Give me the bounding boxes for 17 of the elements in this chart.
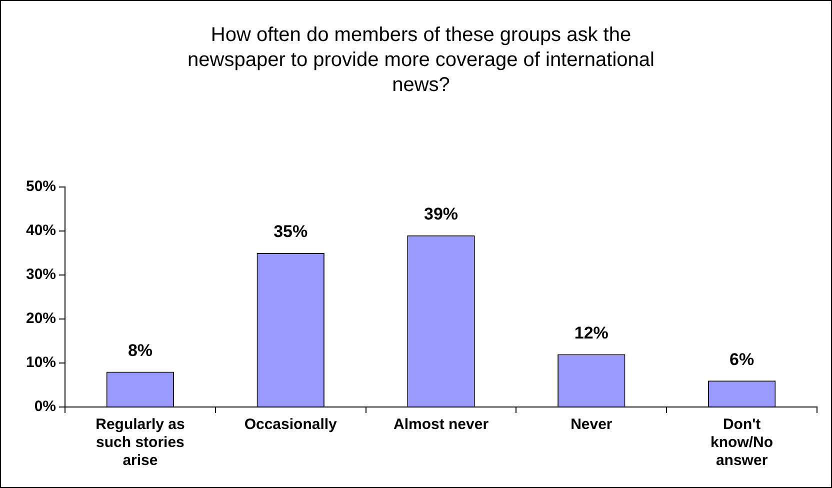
data-label: 35% bbox=[274, 222, 308, 242]
chart-title: How often do members of these groups ask the newspaper to provide more coverage of international news? bbox=[186, 23, 656, 98]
y-tick-label: 30% bbox=[26, 266, 56, 284]
y-tick-label: 10% bbox=[26, 354, 56, 372]
data-label: 12% bbox=[574, 323, 608, 342]
x-tick-label: Regularly as such stories arise bbox=[96, 416, 185, 470]
y-tick-label: 0% bbox=[34, 398, 56, 416]
y-tick-label: 50% bbox=[26, 178, 56, 196]
data-label: 8% bbox=[128, 340, 153, 360]
y-tick-label: 40% bbox=[26, 222, 56, 240]
x-tick-label: Occasionally bbox=[244, 416, 338, 434]
data-label: 39% bbox=[424, 204, 458, 224]
y-tick-label: 20% bbox=[26, 310, 56, 328]
x-tick-label: Don't know/No answer bbox=[710, 416, 774, 470]
data-label: 6% bbox=[730, 350, 754, 369]
x-tick-label: Almost never bbox=[393, 416, 489, 434]
x-tick-label: Never bbox=[570, 416, 612, 434]
